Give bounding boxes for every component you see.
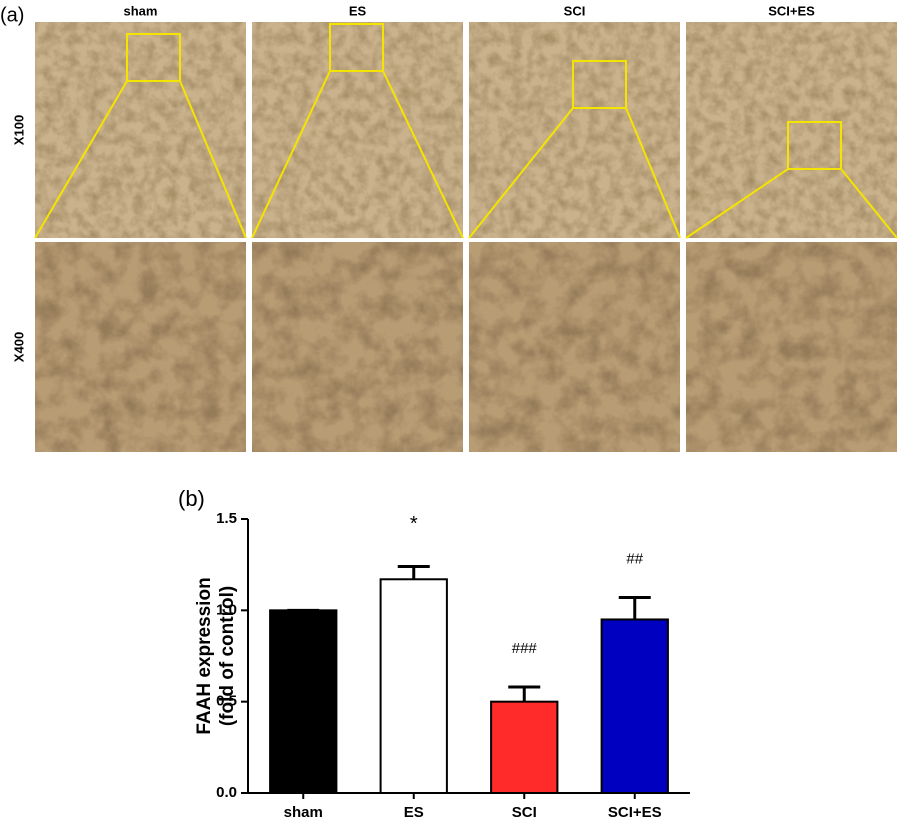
significance-label: * xyxy=(410,513,418,535)
x-tick-label: SCI xyxy=(512,804,537,821)
micrograph-texture xyxy=(35,242,246,452)
zoom-box xyxy=(787,121,842,170)
bar xyxy=(379,578,448,795)
y-axis-label: FAAH expression xyxy=(194,577,215,734)
micrograph-texture xyxy=(686,22,897,238)
column-label: ES xyxy=(349,3,367,18)
micrograph-texture xyxy=(469,22,680,238)
micrograph-texture xyxy=(469,242,680,452)
bar xyxy=(490,700,559,795)
zoom-line xyxy=(685,168,789,239)
column-label: SCI xyxy=(564,3,586,18)
x-tick-label: SCI+ES xyxy=(608,804,662,821)
micrograph-texture xyxy=(35,22,246,238)
y-axis-label: (fold of control) xyxy=(217,586,238,726)
y-tick-label: 0.0 xyxy=(216,784,237,801)
row-label: X100 xyxy=(11,115,26,145)
zoom-line xyxy=(840,168,898,239)
bar xyxy=(600,618,669,795)
zoom-box xyxy=(572,60,627,109)
zoom-line xyxy=(625,107,681,239)
y-tick-label: 1.0 xyxy=(216,601,237,618)
panel-a-label: (a) xyxy=(0,4,24,26)
significance-label: ### xyxy=(512,640,538,657)
zoom-line xyxy=(34,80,128,239)
zoom-line xyxy=(179,80,247,239)
zoom-line xyxy=(382,70,464,239)
micrograph-texture xyxy=(252,22,463,238)
column-label: SCI+ES xyxy=(768,3,815,18)
micrograph-texture xyxy=(686,242,897,452)
zoom-box xyxy=(126,33,181,82)
bar xyxy=(269,609,338,794)
row-label: X400 xyxy=(11,332,26,362)
x-tick-label: ES xyxy=(404,804,424,821)
zoom-line xyxy=(468,107,574,239)
zoom-box xyxy=(329,23,384,72)
column-label: sham xyxy=(124,3,158,18)
y-tick-label: 0.5 xyxy=(216,693,237,710)
significance-label: ## xyxy=(626,551,643,568)
panel-b-label: (b) xyxy=(178,486,205,511)
y-tick-label: 1.5 xyxy=(216,510,237,527)
micrograph-texture xyxy=(252,242,463,452)
x-tick-label: sham xyxy=(284,804,323,821)
zoom-line xyxy=(251,70,331,239)
